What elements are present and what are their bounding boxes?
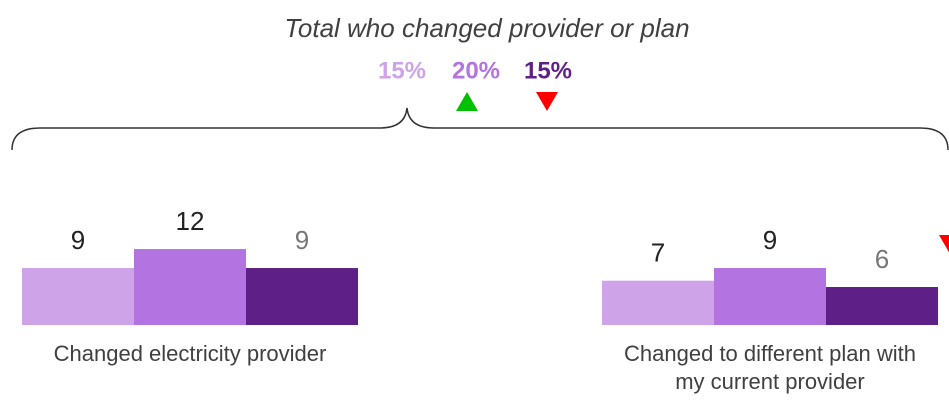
value-label: 9: [763, 225, 777, 255]
value-label: 7: [651, 238, 665, 268]
chart-title: Total who changed provider or plan: [284, 13, 689, 43]
bar: [714, 268, 826, 325]
total-label: 15%: [378, 57, 426, 84]
total-label: 20%: [452, 57, 500, 84]
value-label: 9: [295, 225, 309, 255]
bar: [602, 280, 714, 325]
trend-arrow: [456, 92, 478, 111]
trend-arrow: [939, 235, 949, 253]
bar: [826, 287, 938, 325]
value-label: 6: [875, 244, 889, 274]
bar: [134, 249, 246, 325]
category-label: Changed to different plan with my curren…: [624, 341, 916, 394]
brace: [11, 107, 949, 151]
trend-arrow: [536, 92, 558, 111]
category-label: Changed electricity provider: [53, 341, 327, 366]
total-label: 15%: [524, 57, 572, 84]
bar: [22, 268, 134, 325]
value-label: 12: [176, 206, 205, 236]
value-label: 9: [71, 225, 85, 255]
bar: [246, 268, 358, 325]
